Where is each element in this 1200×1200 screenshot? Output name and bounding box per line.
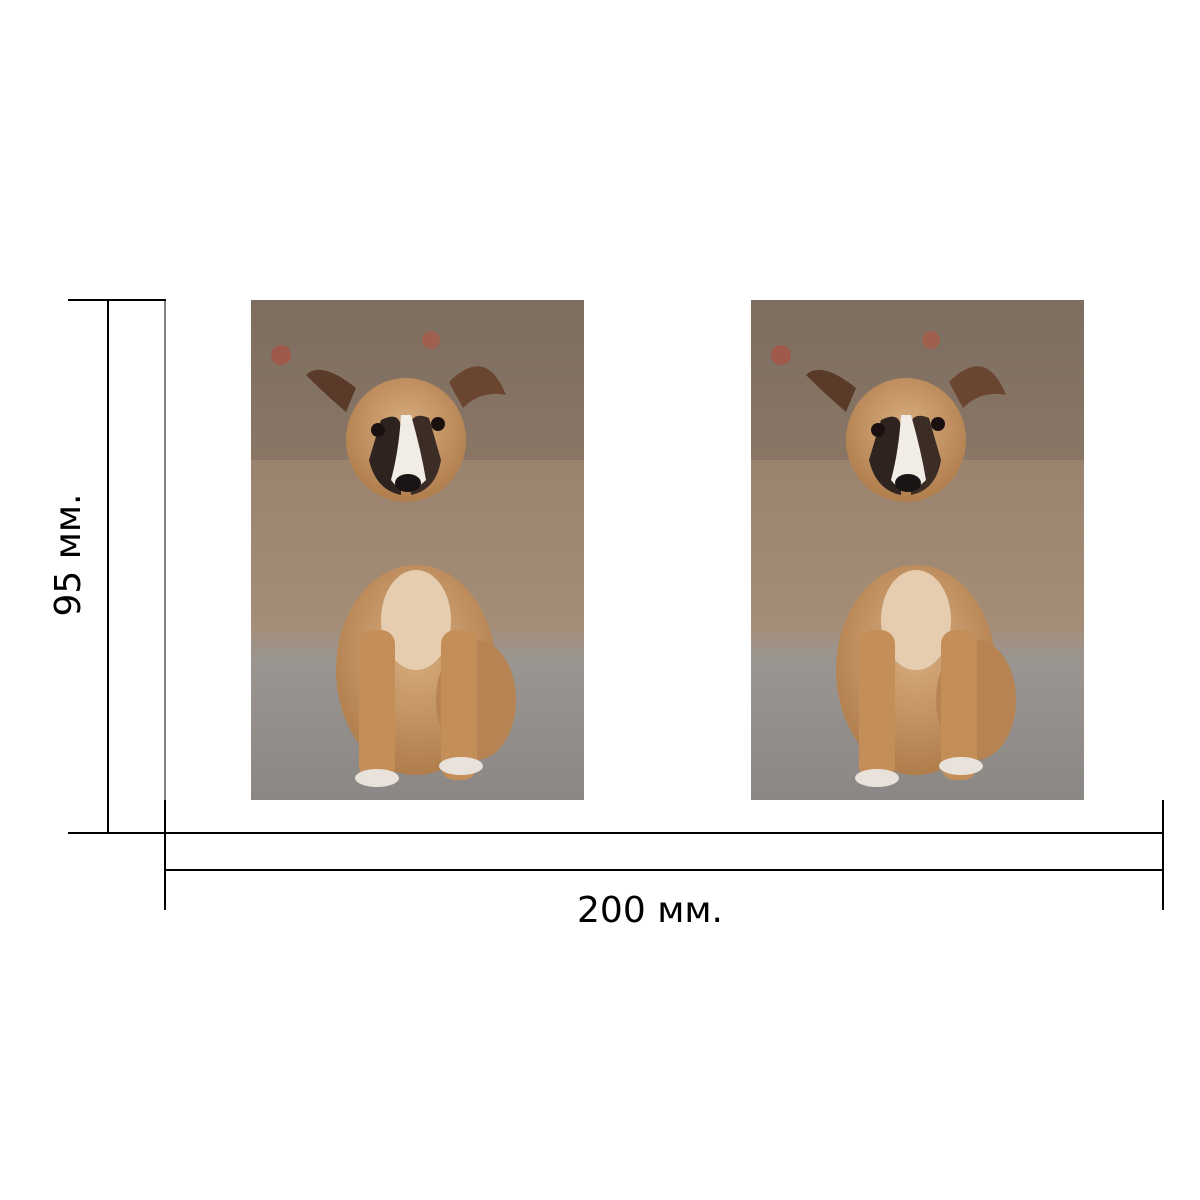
width-label: 200 мм. [577, 890, 723, 931]
photo [751, 300, 1084, 800]
photo [251, 300, 584, 800]
height-label: 95 мм. [48, 493, 89, 616]
